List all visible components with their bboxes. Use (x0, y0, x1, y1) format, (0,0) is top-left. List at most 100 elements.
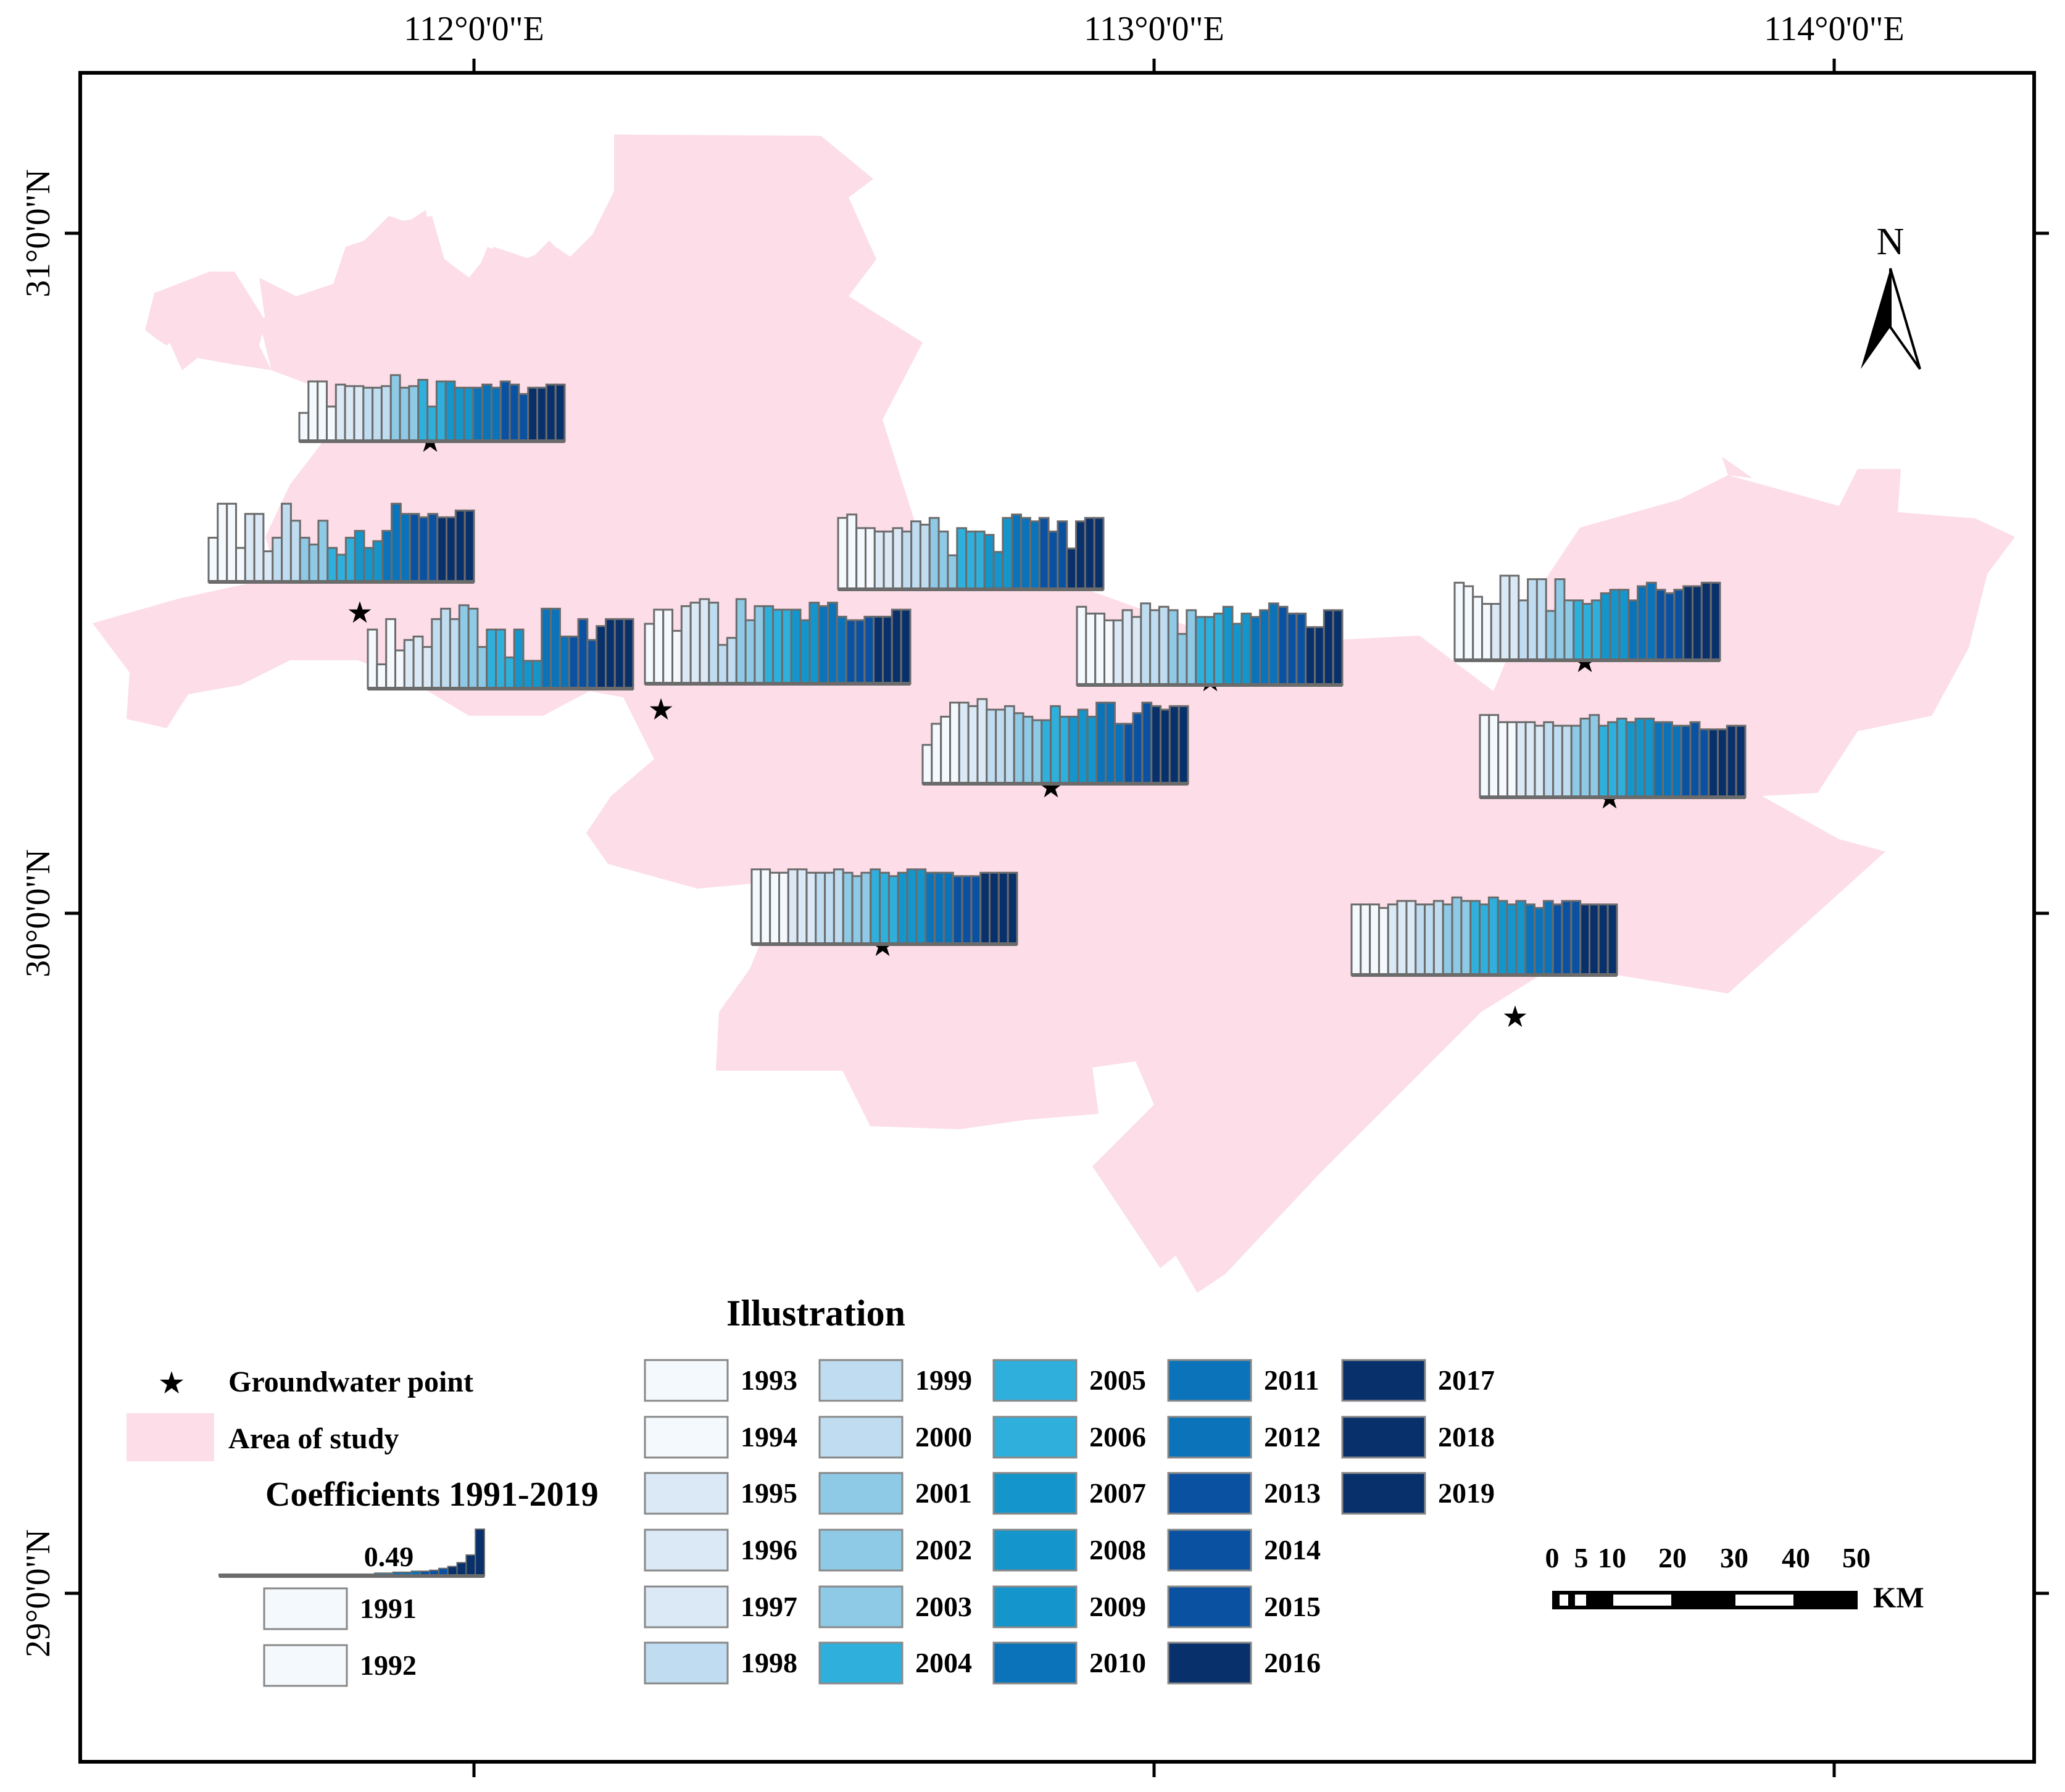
year-label: 2016 (1264, 1647, 1321, 1678)
coefficient-bar (1022, 715, 1034, 785)
groundwater-point-label: Groundwater point (228, 1366, 473, 1398)
coefficient-bar (958, 702, 970, 785)
coefficient-bar (454, 509, 466, 583)
year-swatch (1167, 1585, 1252, 1628)
coefficient-bar (372, 540, 384, 583)
coefficient-bar (1506, 903, 1518, 976)
year-swatch (644, 1529, 729, 1572)
coefficient-bar (992, 550, 1004, 591)
coefficient-bar (226, 502, 238, 583)
station-chart (207, 502, 475, 584)
coefficient-bar (824, 871, 835, 945)
coefficient-bar (772, 608, 783, 685)
coefficient-bar (1490, 603, 1502, 662)
year-label: 2006 (1089, 1421, 1146, 1453)
coefficient-bar (680, 605, 692, 685)
coefficient-bar (353, 385, 365, 442)
coefficient-bar (1250, 616, 1261, 686)
legend: Illustration ★ Groundwater point Area of… (127, 1293, 1495, 1687)
coefficient-bar (842, 871, 854, 945)
coefficient-bar (289, 520, 301, 583)
coefficient-bar (1240, 612, 1252, 686)
coefficient-bar (1105, 702, 1116, 785)
latitude-label: 29°0'0"N (19, 1529, 57, 1657)
groundwater-point-icon: ★ (158, 1365, 186, 1401)
coefficient-bar (1598, 724, 1610, 799)
coefficient-bar (1717, 728, 1728, 799)
station-chart (367, 604, 634, 691)
coefficient-bar (308, 543, 320, 583)
coefficient-bar (1545, 610, 1556, 662)
coefficient-bar (399, 513, 411, 583)
coefficient-bar (623, 618, 634, 690)
coefficient-bar (527, 386, 539, 442)
year-swatch (818, 1359, 904, 1402)
year-label: 1995 (741, 1477, 797, 1509)
coefficient-bar (1671, 724, 1682, 799)
year-swatch (992, 1472, 1078, 1515)
year-swatch (818, 1641, 904, 1685)
coefficient-bar (403, 639, 415, 690)
coefficient-bar (1497, 721, 1508, 799)
coefficient-bar (1673, 589, 1685, 662)
coefficient-bar (1095, 702, 1107, 785)
year-label: 2010 (1089, 1647, 1146, 1678)
longitude-label: 113°0'0"E (1084, 10, 1224, 48)
coefficient-bar (435, 380, 447, 442)
coefficient-bar (1369, 903, 1380, 976)
coefficient-bar (1305, 626, 1316, 686)
coefficient-bar (805, 871, 817, 945)
coefficient-bar (1499, 575, 1511, 662)
coefficient-bar (1041, 719, 1052, 785)
coefficient-bar (910, 520, 921, 591)
coefficient-bar (644, 623, 655, 685)
year-label: 1991 (360, 1593, 417, 1624)
year-label: 2013 (1264, 1477, 1321, 1509)
coefficient-bar (1295, 612, 1307, 686)
legend-sample-bar (465, 1554, 476, 1577)
coefficient-bar (854, 619, 866, 685)
year-swatch (992, 1529, 1078, 1572)
coefficient-bar (1415, 903, 1426, 976)
year-swatch (818, 1472, 904, 1515)
coefficient-bar (1178, 705, 1189, 785)
coefficient-bar (531, 660, 543, 690)
coefficient-bar (1590, 599, 1602, 662)
legend-sample-chart (218, 1529, 486, 1578)
coefficient-bar (1616, 718, 1627, 799)
year-swatch (992, 1359, 1078, 1402)
coefficient-bar (1160, 708, 1171, 785)
coefficient-bar (995, 708, 1006, 785)
coefficient-bar (408, 385, 420, 442)
coefficient-bar (1405, 900, 1417, 976)
coefficient-bar (1552, 724, 1563, 799)
coefficient-bar (1479, 903, 1490, 976)
coefficient-bar (1453, 581, 1465, 662)
coefficient-bar (1515, 721, 1527, 799)
coefficient-bar (1213, 612, 1224, 686)
coefficient-bar (476, 645, 488, 690)
coefficient-bar (1645, 581, 1657, 662)
latitude-label: 30°0'0"N (19, 849, 57, 977)
coefficient-bar (613, 618, 625, 690)
coefficient-bar (1535, 578, 1547, 662)
coefficient-bar (1168, 705, 1180, 785)
year-swatch (1167, 1641, 1252, 1685)
coefficient-bar (1150, 705, 1161, 785)
coefficient-bar (1487, 896, 1499, 976)
coefficient-bar (1542, 900, 1554, 976)
coefficient-bar (362, 386, 374, 442)
year-label: 1998 (741, 1647, 797, 1678)
coefficient-value-label: 0.49 (364, 1541, 414, 1572)
coefficient-bar (326, 405, 337, 442)
scale-label: 50 (1842, 1542, 1871, 1574)
coefficient-bar (427, 513, 439, 583)
coefficient-bar (833, 868, 844, 945)
year-label: 2019 (1438, 1477, 1495, 1509)
year-label: 2004 (915, 1647, 972, 1678)
coefficient-bar (1472, 595, 1483, 662)
coefficient-bar (808, 602, 820, 685)
coefficient-bar (1378, 906, 1389, 976)
coefficient-bar (961, 875, 973, 945)
